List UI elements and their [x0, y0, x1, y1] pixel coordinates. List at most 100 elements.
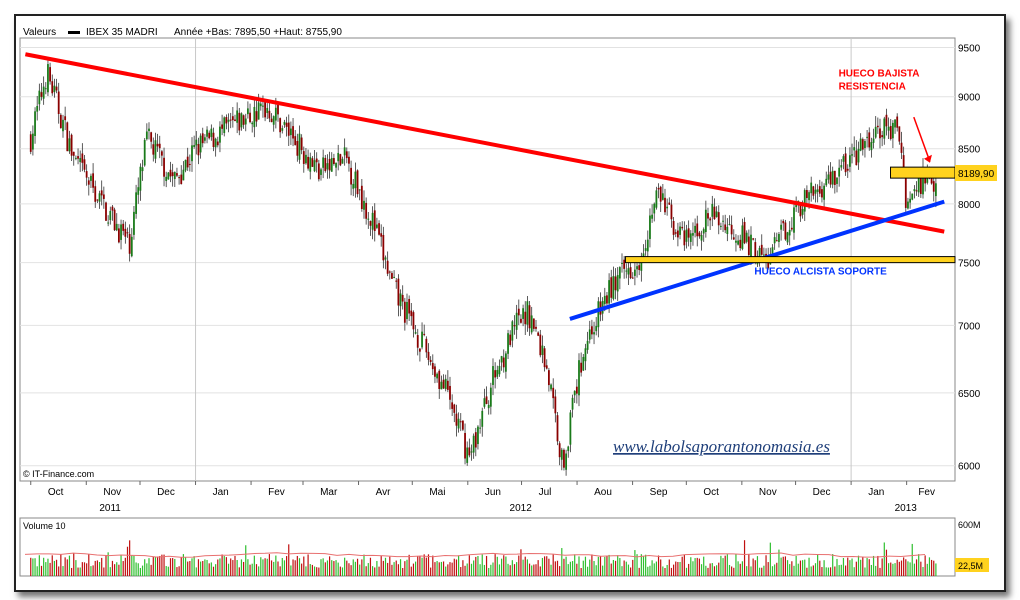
candle-body	[380, 233, 383, 237]
candle-body	[747, 236, 750, 256]
volume-bar	[821, 567, 823, 576]
volume-bar	[481, 554, 483, 576]
volume-bar	[341, 567, 344, 576]
candle-body	[72, 151, 75, 156]
y-tick-label: 8500	[958, 145, 981, 156]
x-month-label: Dec	[157, 487, 175, 498]
volume-bar	[928, 557, 931, 576]
candle-body	[855, 150, 858, 166]
candle-body	[133, 211, 135, 235]
volume-bar	[268, 554, 270, 576]
volume-bar	[432, 555, 434, 576]
candle-body	[676, 230, 679, 238]
volume-bar	[868, 559, 870, 576]
volume-bar	[346, 560, 348, 576]
volume-bar	[791, 561, 793, 576]
candle-body	[188, 163, 191, 165]
volume-bar	[709, 563, 711, 576]
candle-body	[737, 240, 739, 245]
candle-body	[661, 193, 664, 200]
candle-body	[479, 427, 481, 429]
volume-bar	[612, 559, 614, 576]
candle-body	[859, 138, 862, 151]
candle-body	[468, 447, 471, 456]
candle-body	[571, 397, 574, 410]
volume-bar	[735, 554, 737, 576]
volume-bar	[483, 564, 485, 576]
volume-bar	[688, 563, 690, 576]
candle-body	[219, 126, 221, 143]
candle-body	[231, 116, 234, 121]
volume-bar	[580, 567, 582, 576]
candle-body	[760, 244, 763, 255]
candle-body	[242, 115, 245, 125]
candle-body	[375, 224, 378, 228]
arrow-head	[923, 154, 932, 163]
volume-bar	[756, 556, 759, 576]
candle-body	[857, 148, 860, 163]
candle-body	[169, 169, 172, 177]
candle-body	[137, 187, 140, 195]
candle-body	[782, 220, 785, 224]
volume-bar	[434, 562, 436, 576]
candle-body	[94, 186, 97, 202]
candle-body	[554, 396, 557, 414]
candle-body	[618, 267, 621, 279]
candle-body	[904, 169, 907, 208]
candle-body	[848, 155, 851, 167]
candle-body	[221, 124, 223, 129]
volume-bar	[189, 561, 191, 576]
candle-body	[343, 147, 346, 156]
candle-body	[85, 171, 88, 178]
volume-bar	[137, 563, 139, 576]
volume-bar	[462, 560, 464, 576]
x-month-label: Jan	[868, 487, 884, 498]
candle-body	[597, 301, 600, 328]
candle-body	[649, 215, 651, 239]
x-month-label: Jan	[213, 487, 229, 498]
volume-bar	[731, 566, 733, 576]
candle-body	[640, 260, 643, 271]
volume-bar	[361, 559, 363, 576]
candle-body	[270, 118, 273, 123]
candle-body	[83, 159, 86, 170]
candle-body	[436, 373, 438, 379]
volume-bar	[195, 567, 197, 576]
volume-bar	[786, 560, 789, 576]
volume-bar	[36, 566, 38, 576]
volume-bar	[524, 556, 526, 576]
volume-bar	[169, 558, 172, 576]
volume-bar	[877, 555, 879, 576]
volume-bar	[849, 560, 851, 576]
volume-bar	[500, 558, 503, 576]
volume-bar	[711, 563, 713, 576]
volume-bar	[301, 563, 303, 576]
candle-body	[696, 223, 699, 237]
gap-zone-label: RESISTENCIA	[839, 82, 906, 93]
candle-body	[262, 105, 264, 107]
volume-bar	[86, 563, 88, 576]
volume-bar	[808, 557, 810, 576]
last-price-label: 8189,90	[958, 169, 995, 180]
volume-bar	[593, 561, 595, 576]
candle-body	[64, 116, 67, 121]
candle-body	[532, 318, 535, 329]
volume-bar	[242, 561, 245, 576]
candle-body	[575, 386, 578, 394]
volume-bar	[423, 554, 425, 576]
candle-body	[803, 190, 806, 212]
volume-bar	[591, 554, 593, 576]
watermark-link[interactable]: www.labolsaporantonomasia.es	[613, 437, 830, 456]
candle-body	[96, 199, 99, 201]
candle-body	[644, 248, 647, 251]
volume-bar	[96, 560, 98, 576]
volume-bar	[597, 556, 599, 576]
volume-bar	[442, 561, 445, 576]
volume-bar	[769, 542, 771, 576]
volume-bar	[556, 560, 559, 576]
volume-bar	[672, 564, 675, 576]
candle-body	[464, 432, 466, 459]
candle-body	[629, 267, 632, 278]
candle-body	[919, 176, 922, 194]
candle-body	[193, 145, 196, 147]
